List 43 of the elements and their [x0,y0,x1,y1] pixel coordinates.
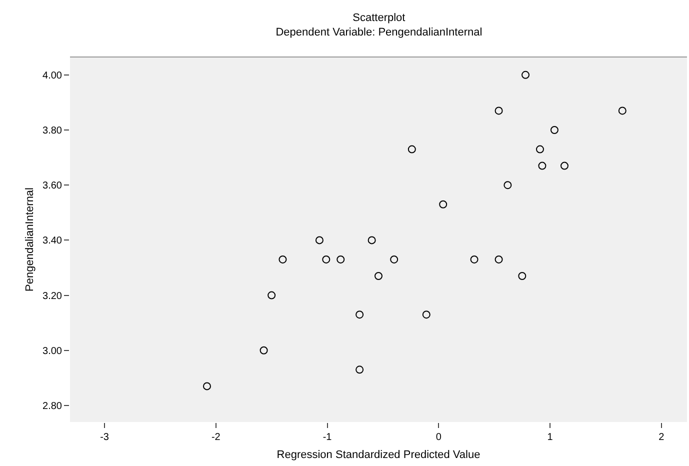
y-tick-label: 3.20 [42,290,62,302]
y-tick-label: 3.60 [42,180,62,192]
point [374,272,382,280]
point [322,255,330,264]
x-tick-label: 2 [658,432,665,443]
y-tick-label: 2.80 [42,400,62,412]
x-tick-label: 0 [436,432,442,443]
point [518,272,526,280]
point [202,382,211,390]
y-tick-label: 3.40 [42,236,62,247]
point [315,236,324,244]
point [408,145,416,154]
y-tick-label: 4.00 [42,70,62,82]
chart-subtitle: Dependent Variable: PengendalianInternal [276,26,482,38]
point [504,181,512,190]
point [390,255,398,264]
point [470,255,478,264]
x-tick-label: -1 [322,432,332,443]
point [439,200,448,208]
point [260,346,268,354]
point [494,255,503,264]
point [550,126,558,134]
y-tick-label: 3.00 [42,346,62,357]
x-tick-label: 1 [547,432,554,443]
x-tick-label: -3 [100,432,110,443]
x-axis-title: Regression Standardized Predicted Value [276,449,480,462]
x-tick-label: -2 [211,432,221,443]
chart-title: Scatterplot [352,12,406,24]
point [278,255,287,264]
point [522,70,530,79]
y-tick-label: 3.80 [42,126,62,136]
y-axis-title: PengendalianInternal [24,188,36,292]
point [538,162,546,170]
point [356,310,364,319]
point [536,145,544,154]
point [268,291,276,300]
point [422,310,430,319]
point [336,255,345,264]
point [560,162,568,170]
point [494,106,503,115]
point [356,366,364,374]
point [618,106,626,115]
point [368,236,376,244]
